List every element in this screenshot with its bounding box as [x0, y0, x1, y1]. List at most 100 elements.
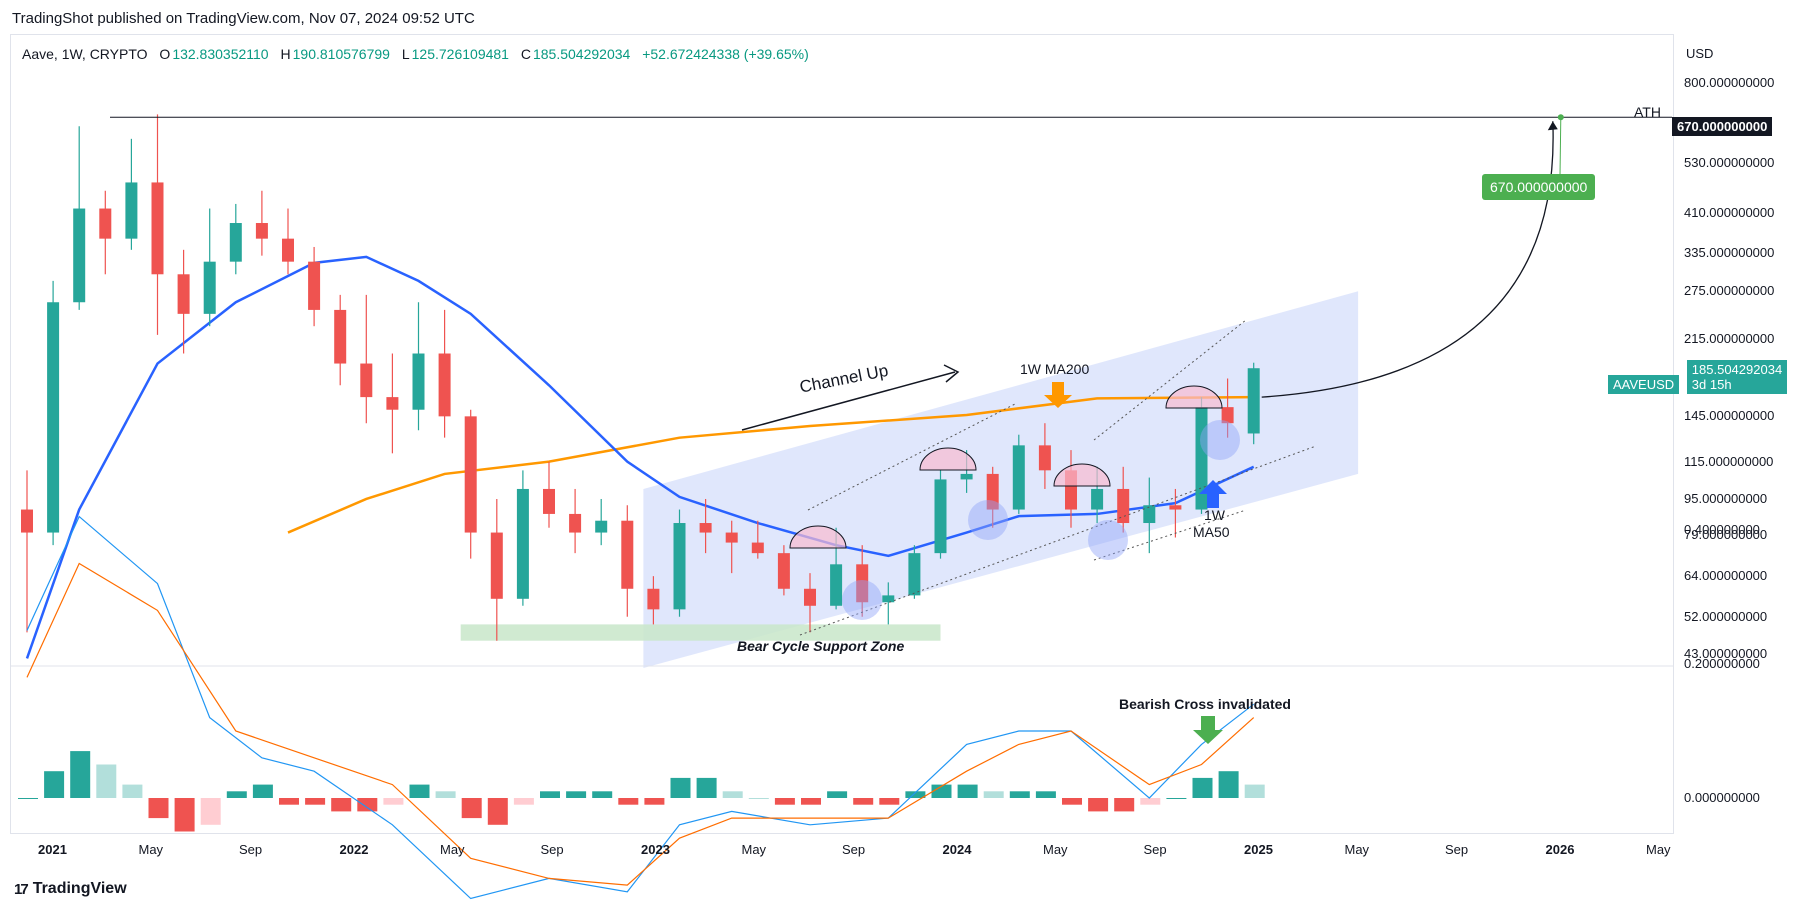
macd-histogram-bar — [774, 798, 795, 805]
macd-histogram-bar — [592, 791, 613, 798]
target-badge: 670.000000000 — [1482, 174, 1596, 200]
macd-histogram-bar — [305, 798, 326, 805]
candle — [360, 294, 373, 424]
time-tick-label: May — [138, 842, 164, 857]
currency-label[interactable]: USD — [1686, 46, 1714, 61]
macd-histogram-bar — [1062, 798, 1082, 805]
candle — [543, 461, 555, 528]
time-tick-label: Sep — [1143, 842, 1167, 857]
candle — [490, 498, 503, 641]
candle-body — [99, 208, 112, 239]
candle-body — [751, 542, 764, 554]
price-tick-label: 335.000000000 — [1684, 244, 1775, 260]
candle-body — [1221, 407, 1234, 424]
candle — [699, 498, 712, 554]
candle-body — [1038, 445, 1051, 471]
ma50-line — [25, 255, 1255, 659]
candle — [986, 466, 999, 528]
macd-histogram-bar — [644, 798, 665, 805]
candle — [751, 520, 764, 559]
macd-histogram-bar — [722, 791, 743, 798]
ma200-arrow — [1044, 382, 1072, 408]
candle-body — [621, 520, 634, 589]
macd-histogram-bar — [670, 777, 691, 798]
macd-histogram-bar — [879, 798, 900, 805]
ath-badge-text: 670.000000000 — [1677, 119, 1768, 134]
macd-histogram-bar — [18, 798, 38, 799]
macd-histogram-bar — [279, 798, 299, 805]
candle-body — [177, 274, 190, 314]
channel-up-zone — [643, 291, 1359, 668]
candle-body — [255, 223, 268, 239]
last-price-symbol: AAVEUSD — [1608, 375, 1680, 394]
top-hump-0 — [789, 525, 847, 549]
candle-body — [1012, 445, 1025, 510]
macd-histogram-bar — [1140, 798, 1161, 805]
macd-tick-label: 0.200000000 — [1684, 656, 1760, 671]
candle-body — [882, 595, 895, 603]
macd-histogram-bar — [357, 798, 378, 812]
bottom-circle-0 — [842, 580, 882, 620]
candle-body — [1247, 368, 1260, 434]
bottom-circle-1 — [968, 500, 1008, 540]
macd-histogram-bar — [566, 791, 587, 798]
candle-body — [21, 509, 33, 533]
candle — [438, 309, 451, 438]
candle — [673, 509, 686, 617]
candle-body — [516, 488, 529, 599]
ohlc-legend: Aave, 1W, CRYPTO O 132.830352110 H 190.810… — [22, 46, 809, 62]
price-tick-label: 79.000000000 — [1684, 527, 1768, 542]
ma50-label-2: MA50 — [1193, 524, 1230, 540]
candle — [464, 409, 477, 559]
price-tick-label: 145.000000000 — [1684, 408, 1775, 424]
open-value: 132.830352110 — [172, 46, 269, 62]
candle — [621, 505, 634, 617]
macd-histogram-bar — [1166, 798, 1187, 799]
ath-price-badge: 670.000000000 — [1672, 117, 1773, 136]
price-tick-label: 43.000000000 — [1684, 645, 1768, 661]
last-price-value: 185.504292034 — [1691, 362, 1783, 377]
symbol-label[interactable]: Aave, 1W, CRYPTO — [22, 46, 148, 62]
candle-body — [464, 416, 477, 533]
low-label: L — [401, 46, 410, 62]
candle — [1143, 477, 1156, 554]
ma50-polyline — [25, 255, 1255, 659]
candle — [229, 203, 242, 275]
macd-histogram-bar — [696, 777, 717, 798]
macd-histogram-bar — [1088, 798, 1109, 812]
macd-histogram-bar — [1192, 777, 1213, 798]
macd-histogram-bar — [905, 791, 926, 798]
projection-arrowhead — [1547, 121, 1558, 131]
candle — [125, 138, 138, 250]
candle-body — [151, 182, 164, 275]
macd-tick-label: 0.000000000 — [1684, 790, 1760, 805]
candle — [99, 190, 112, 275]
time-tick-label: 2026 — [1545, 842, 1575, 857]
price-tick-label: 115.000000000 — [1684, 453, 1774, 469]
channel-up-arrow-line — [741, 371, 956, 431]
time-tick-label: 2024 — [942, 842, 972, 857]
tradingview-logo[interactable]: 17 TradingView — [14, 880, 127, 898]
candle-body — [673, 523, 686, 610]
channel-dotted-line-0 — [807, 403, 1016, 511]
macd-tick-label: 0.400000000 — [1684, 522, 1760, 537]
candle — [1038, 423, 1051, 489]
time-tick-label: 2021 — [38, 842, 67, 857]
macd-histogram-bar — [331, 798, 352, 812]
candle — [334, 294, 347, 386]
support-zone-label: Bear Cycle Support Zone — [737, 638, 905, 654]
ma200-label: 1W MA200 — [1020, 361, 1090, 377]
candle-body — [412, 353, 425, 410]
time-tick-label: May — [1646, 842, 1671, 857]
ma50-arrow — [1199, 480, 1227, 508]
ma50-label-1: 1W — [1204, 507, 1225, 523]
macd-histogram-bar — [1035, 791, 1056, 798]
candle-body — [125, 182, 138, 239]
time-tick-label: Sep — [842, 842, 866, 857]
macd-histogram-bar — [513, 798, 534, 805]
candle-body — [1117, 488, 1130, 524]
close-value: 185.504292034 — [532, 46, 631, 62]
candle — [308, 246, 321, 327]
candle-body — [647, 588, 660, 610]
